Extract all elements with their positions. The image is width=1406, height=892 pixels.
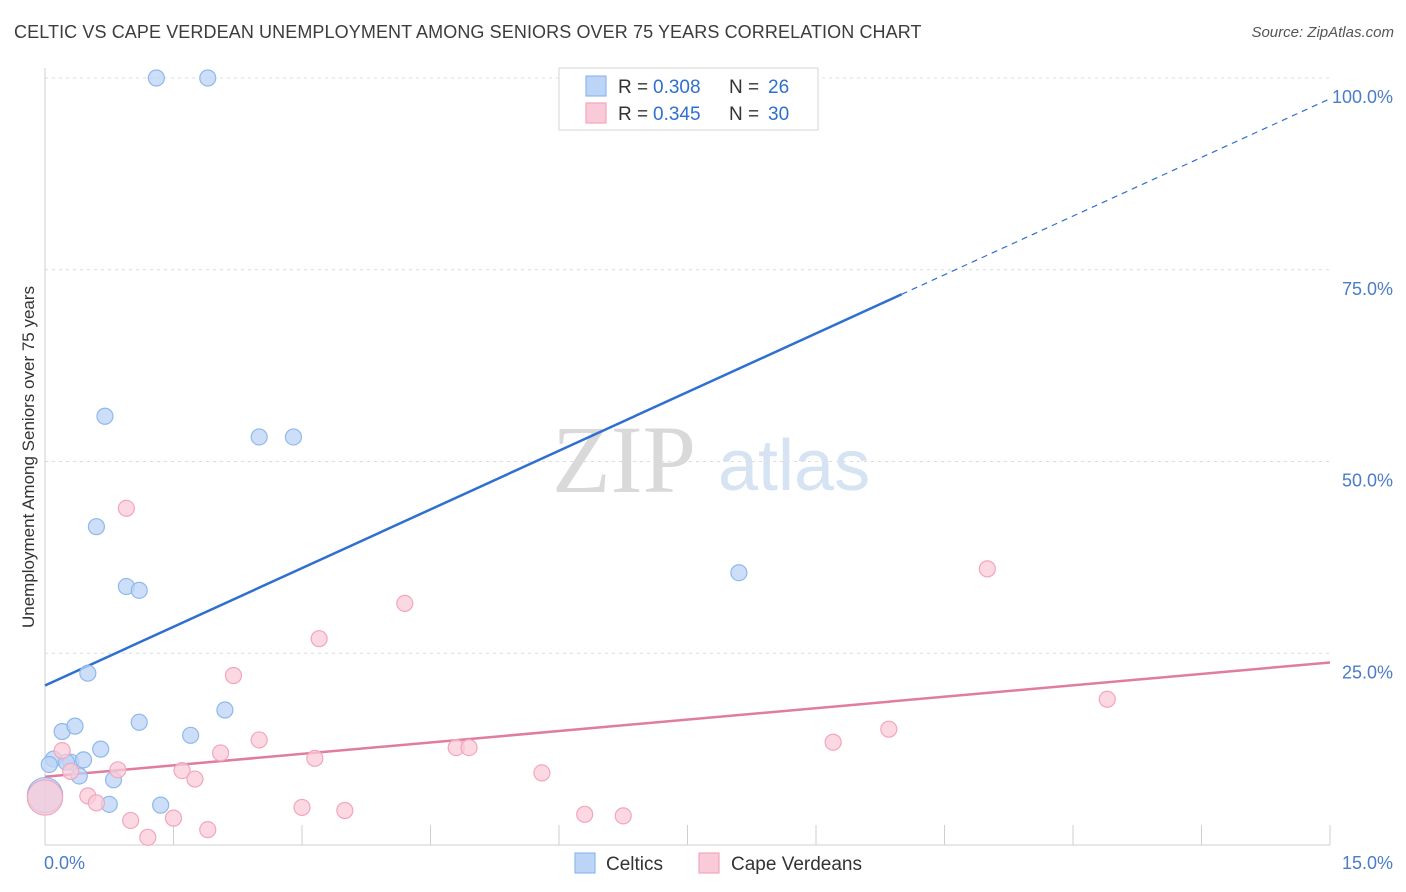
data-point-capeverdeans [139, 828, 157, 846]
data-point-celtics [87, 518, 106, 536]
trend-line-1 [44, 661, 1331, 778]
legend-r-label: R = [618, 77, 648, 98]
data-point-celtics [216, 701, 234, 719]
data-point-capeverdeans [212, 744, 230, 762]
chart-title: CELTIC VS CAPE VERDEAN UNEMPLOYMENT AMON… [14, 22, 922, 42]
legend-swatch-celtics [585, 75, 607, 97]
data-point-capeverdeans [824, 733, 842, 751]
data-point-capeverdeans [293, 798, 311, 817]
data-point-celtics [130, 713, 148, 731]
data-point-celtics [40, 755, 58, 774]
trend-line-0 [44, 293, 903, 687]
data-point-capeverdeans [186, 770, 204, 788]
legend-label-celtics: Celtics [606, 854, 663, 875]
legend-swatch-capeverdeans [585, 102, 607, 124]
data-point-celtics [152, 796, 170, 814]
data-point-celtics [66, 717, 84, 735]
y-tick-label: 75.0% [1342, 279, 1393, 299]
data-point-celtics [182, 726, 200, 744]
data-point-capeverdeans [576, 805, 594, 823]
data-point-capeverdeans [199, 821, 217, 839]
legend-r-label: R = [618, 104, 648, 125]
data-point-capeverdeans [978, 560, 996, 578]
data-point-capeverdeans [62, 762, 80, 780]
data-point-capeverdeans [26, 779, 64, 816]
data-point-celtics [74, 751, 93, 769]
data-point-celtics [92, 740, 110, 758]
data-point-capeverdeans [164, 809, 183, 827]
data-point-capeverdeans [224, 666, 243, 685]
data-points [26, 69, 1116, 846]
legend-swatch-capeverdeans [698, 852, 720, 874]
axes [44, 68, 1331, 846]
y-tick-label: 25.0% [1342, 662, 1393, 682]
data-point-capeverdeans [614, 807, 632, 825]
data-point-capeverdeans [533, 764, 551, 782]
legend-n-label: N = [729, 77, 759, 98]
data-point-celtics [250, 428, 268, 446]
series-legend: Celtics Cape Verdeans [574, 852, 862, 875]
legend-n-value: 30 [768, 104, 789, 125]
y-tick-labels: 25.0% 50.0% 75.0% 100.0% [1332, 87, 1393, 682]
data-point-capeverdeans [250, 731, 268, 749]
legend-swatch-celtics [574, 852, 596, 874]
data-point-celtics [79, 664, 97, 682]
data-point-capeverdeans [173, 762, 191, 780]
data-point-celtics [130, 581, 148, 599]
grid-lines [45, 77, 1330, 654]
source-credit: Source: ZipAtlas.com [1251, 24, 1394, 41]
y-axis-label: Unemployment Among Seniors over 75 years [19, 286, 38, 628]
stats-legend: R = 0.308 N = 26 R = 0.345 N = 30 [558, 67, 819, 131]
trend-lines [44, 98, 1331, 778]
y-tick-label: 100.0% [1332, 87, 1393, 107]
data-point-capeverdeans [880, 720, 898, 738]
data-point-celtics [730, 564, 748, 582]
trend-line-extension-0 [901, 98, 1331, 295]
x-tick-labels: 0.0% 15.0% [44, 853, 1393, 873]
data-point-capeverdeans [87, 794, 106, 812]
data-point-celtics [96, 407, 114, 425]
y-tick-label: 50.0% [1342, 471, 1393, 491]
x-tick-label: 15.0% [1342, 853, 1393, 873]
legend-n-label: N = [729, 104, 759, 125]
legend-label-capeverdeans: Cape Verdeans [731, 854, 862, 875]
data-point-capeverdeans [117, 499, 135, 517]
x-tick-label: 0.0% [44, 853, 85, 873]
data-point-celtics [284, 428, 303, 446]
data-point-capeverdeans [306, 749, 324, 767]
data-point-capeverdeans [53, 742, 71, 760]
data-point-capeverdeans [1098, 690, 1116, 708]
data-point-capeverdeans [396, 594, 414, 612]
data-point-capeverdeans [336, 801, 354, 820]
legend-r-value: 0.345 [653, 104, 701, 125]
data-point-capeverdeans [310, 630, 328, 648]
data-point-capeverdeans [122, 811, 140, 830]
data-point-celtics [199, 69, 217, 87]
data-point-capeverdeans [460, 738, 478, 757]
data-point-celtics [147, 69, 165, 87]
legend-n-value: 26 [768, 77, 789, 98]
watermark-zip: ZIP [552, 406, 696, 513]
data-point-capeverdeans [109, 761, 127, 779]
legend-r-value: 0.308 [653, 77, 701, 98]
watermark-atlas: atlas [718, 426, 870, 506]
